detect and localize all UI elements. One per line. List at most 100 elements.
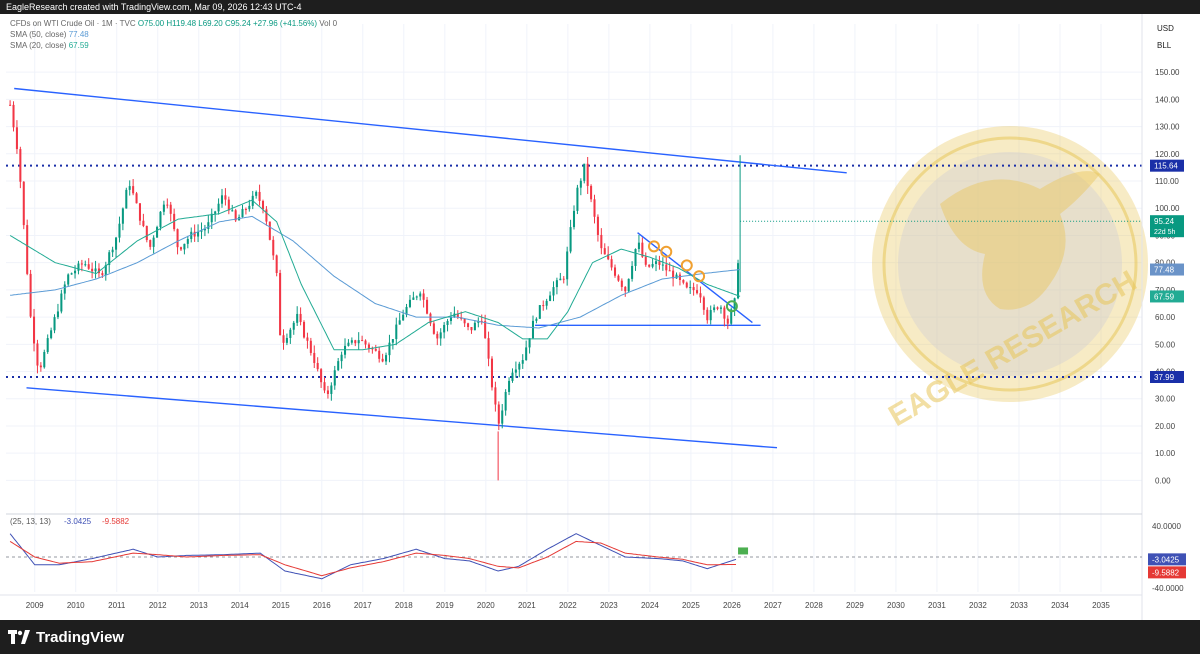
legend-sma50-label: SMA (50, close) <box>10 30 67 39</box>
candle <box>402 314 405 321</box>
legend-close: C95.24 <box>224 19 251 28</box>
price-axis-tick: 80.00 <box>1155 259 1176 268</box>
candle <box>579 180 582 188</box>
candle <box>108 252 111 265</box>
candle <box>641 242 644 257</box>
candle <box>279 273 282 336</box>
level-badge <box>1150 159 1184 172</box>
candle <box>709 310 712 321</box>
time-axis-tick: 2010 <box>67 601 85 610</box>
candle <box>53 317 56 331</box>
time-axis-tick: 2033 <box>1010 601 1028 610</box>
tradingview-logo[interactable]: TradingView <box>8 627 124 647</box>
axis-badge-label: 77.48 <box>1154 266 1175 275</box>
orange-circle-marker <box>660 245 673 258</box>
watermark-seal-ring <box>882 136 1138 392</box>
candle <box>456 313 459 318</box>
candle <box>696 290 699 294</box>
candle <box>648 264 651 267</box>
candle <box>675 274 678 279</box>
candle <box>637 242 640 249</box>
candle <box>378 350 381 359</box>
candle <box>408 299 411 307</box>
green-circle-marker <box>725 300 738 313</box>
candle <box>699 293 702 298</box>
candle <box>569 227 572 252</box>
candle <box>268 221 271 240</box>
legend-symbol[interactable]: CFDs on WTI Crude Oil · 1M · TVC <box>10 19 136 28</box>
candle <box>432 323 435 334</box>
candle <box>405 306 408 315</box>
candle <box>145 225 148 241</box>
candle <box>654 261 658 264</box>
candle <box>490 358 494 388</box>
time-axis-tick: 2011 <box>108 601 126 610</box>
legend-open: O75.00 <box>137 19 165 28</box>
candle <box>347 342 350 346</box>
candle <box>340 354 343 362</box>
candle <box>726 318 729 324</box>
sma20-line[interactable] <box>9 199 741 351</box>
candle <box>282 335 285 343</box>
candle <box>391 339 394 343</box>
trend-line[interactable] <box>26 387 778 449</box>
candle <box>272 239 275 256</box>
chart-area[interactable]: EAGLE RESEARCH 150.00 140.00 130.00 120.00 11… <box>0 14 1200 620</box>
time-axis-tick: 2024 <box>641 601 659 610</box>
legend-sma50-row[interactable]: SMA (50, close) 77.48 <box>10 29 337 40</box>
oscillator-badge-1-label: -3.0425 <box>1152 555 1180 564</box>
oscillator-signal-line[interactable] <box>9 540 736 577</box>
trend-line[interactable] <box>14 87 847 174</box>
candle <box>91 268 94 272</box>
candle <box>197 231 200 237</box>
candle <box>9 104 12 106</box>
candle <box>504 391 507 411</box>
candle <box>313 352 316 363</box>
candle <box>692 287 695 291</box>
candle <box>412 297 415 300</box>
candle <box>678 274 681 280</box>
time-axis-tick: 2020 <box>477 601 495 610</box>
legend-sma20-row[interactable]: SMA (20, close) 67.59 <box>10 40 337 51</box>
candle <box>730 309 733 324</box>
candle <box>255 191 258 196</box>
candle <box>296 313 299 323</box>
attribution-bar: EagleResearch created with TradingView.c… <box>0 0 1200 14</box>
candle <box>415 296 418 298</box>
candle <box>258 191 261 201</box>
candle <box>620 280 623 287</box>
candle <box>111 249 114 253</box>
currency-sub[interactable]: BLL <box>1157 41 1172 50</box>
candle <box>169 204 172 214</box>
price-chart[interactable]: EAGLE RESEARCH150.00140.00130.00120.0011… <box>0 14 1200 620</box>
time-axis-tick: 2034 <box>1051 601 1069 610</box>
candle <box>67 274 70 285</box>
currency-unit[interactable]: USD <box>1157 24 1174 33</box>
candle <box>497 404 500 424</box>
legend-vol: Vol 0 <box>319 19 338 28</box>
price-axis-tick: 140.00 <box>1155 95 1180 104</box>
candle <box>70 273 73 275</box>
orange-circle-marker <box>647 240 660 253</box>
candle <box>374 348 377 351</box>
candle <box>231 210 234 212</box>
candle <box>689 287 692 289</box>
candle <box>285 337 288 343</box>
price-axis-tick: 130.00 <box>1155 123 1180 132</box>
oscillator-label: (25, 13, 13) <box>10 517 51 526</box>
time-axis-tick: 2014 <box>231 601 249 610</box>
candle <box>330 385 333 394</box>
candle <box>631 265 634 279</box>
candle <box>176 229 179 248</box>
level-badge <box>1150 371 1184 384</box>
sma50-line[interactable] <box>10 215 741 329</box>
oscillator-tsi-line[interactable] <box>9 533 737 580</box>
footer-bar: TradingView <box>0 620 1200 654</box>
candle <box>234 210 237 221</box>
candle <box>559 278 562 281</box>
legend-ohlc-row: CFDs on WTI Crude Oil · 1M · TVC O75.00 … <box>10 18 337 29</box>
time-axis-tick: 2028 <box>805 601 823 610</box>
time-axis-tick: 2016 <box>313 601 331 610</box>
candle <box>248 205 251 210</box>
time-axis-tick: 2019 <box>436 601 454 610</box>
